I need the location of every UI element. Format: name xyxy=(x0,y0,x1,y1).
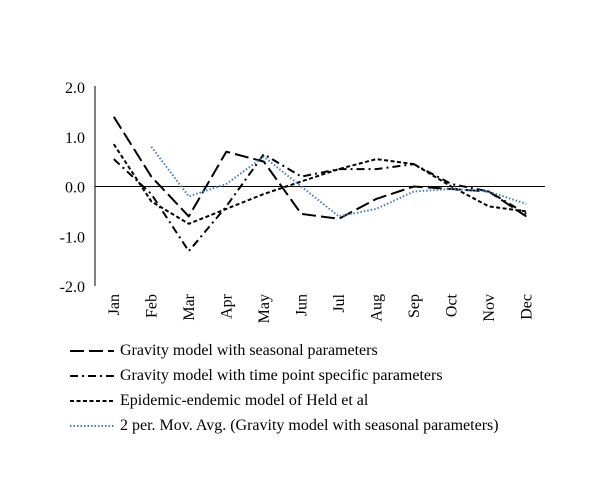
series-line-3 xyxy=(150,146,527,218)
y-tick-label: 0.0 xyxy=(65,180,85,197)
y-tick-label: -2.0 xyxy=(60,279,85,296)
y-tick-label: -1.0 xyxy=(60,229,85,246)
x-tick-label: Nov xyxy=(481,294,498,322)
legend-label-moving-average: 2 per. Mov. Avg. (Gravity model with sea… xyxy=(120,416,499,434)
x-tick-label: Sep xyxy=(406,294,423,318)
legend-swatch-time-point xyxy=(70,374,114,377)
x-tick-labels: Jan Feb Mar Apr May Jun Jul Aug Sep Oct Nov Dec xyxy=(106,293,536,323)
x-tick-label: Jun xyxy=(293,294,310,316)
series-line-0 xyxy=(112,116,527,220)
x-tick-label: Apr xyxy=(218,293,235,319)
legend-swatch-seasonal xyxy=(70,349,114,352)
legend-label-seasonal: Gravity model with seasonal parameters xyxy=(120,341,378,359)
x-tick-label: May xyxy=(256,294,273,323)
legend-item-held: Epidemic-endemic model of Held et al xyxy=(70,388,590,413)
x-tick-label: Jan xyxy=(106,294,123,315)
axes xyxy=(94,86,545,286)
legend-swatch-moving-average xyxy=(70,424,114,427)
legend-swatch-held xyxy=(70,399,114,402)
legend-item-seasonal: Gravity model with seasonal parameters xyxy=(70,338,590,363)
x-tick-label: Aug xyxy=(368,294,385,322)
series-line-2 xyxy=(112,143,527,225)
legend-item-moving-average: 2 per. Mov. Avg. (Gravity model with sea… xyxy=(70,413,590,438)
series-lines xyxy=(112,116,527,253)
series-line-1 xyxy=(113,153,527,253)
x-tick-label: Oct xyxy=(443,293,460,317)
x-tick-label: Dec xyxy=(518,294,535,320)
legend-label-time-point: Gravity model with time point specific p… xyxy=(120,366,443,384)
legend-label-held: Epidemic-endemic model of Held et al xyxy=(120,391,369,409)
legend-item-time-point: Gravity model with time point specific p… xyxy=(70,363,590,388)
x-tick-label: Mar xyxy=(181,293,198,320)
y-tick-label: 1.0 xyxy=(65,130,85,147)
x-tick-label: Feb xyxy=(143,294,160,318)
legend: Gravity model with seasonal parameters G… xyxy=(70,338,590,438)
y-tick-labels: 2.0 1.0 0.0 -1.0 -2.0 xyxy=(60,80,85,296)
y-tick-label: 2.0 xyxy=(65,80,85,97)
x-tick-label: Jul xyxy=(331,293,348,312)
